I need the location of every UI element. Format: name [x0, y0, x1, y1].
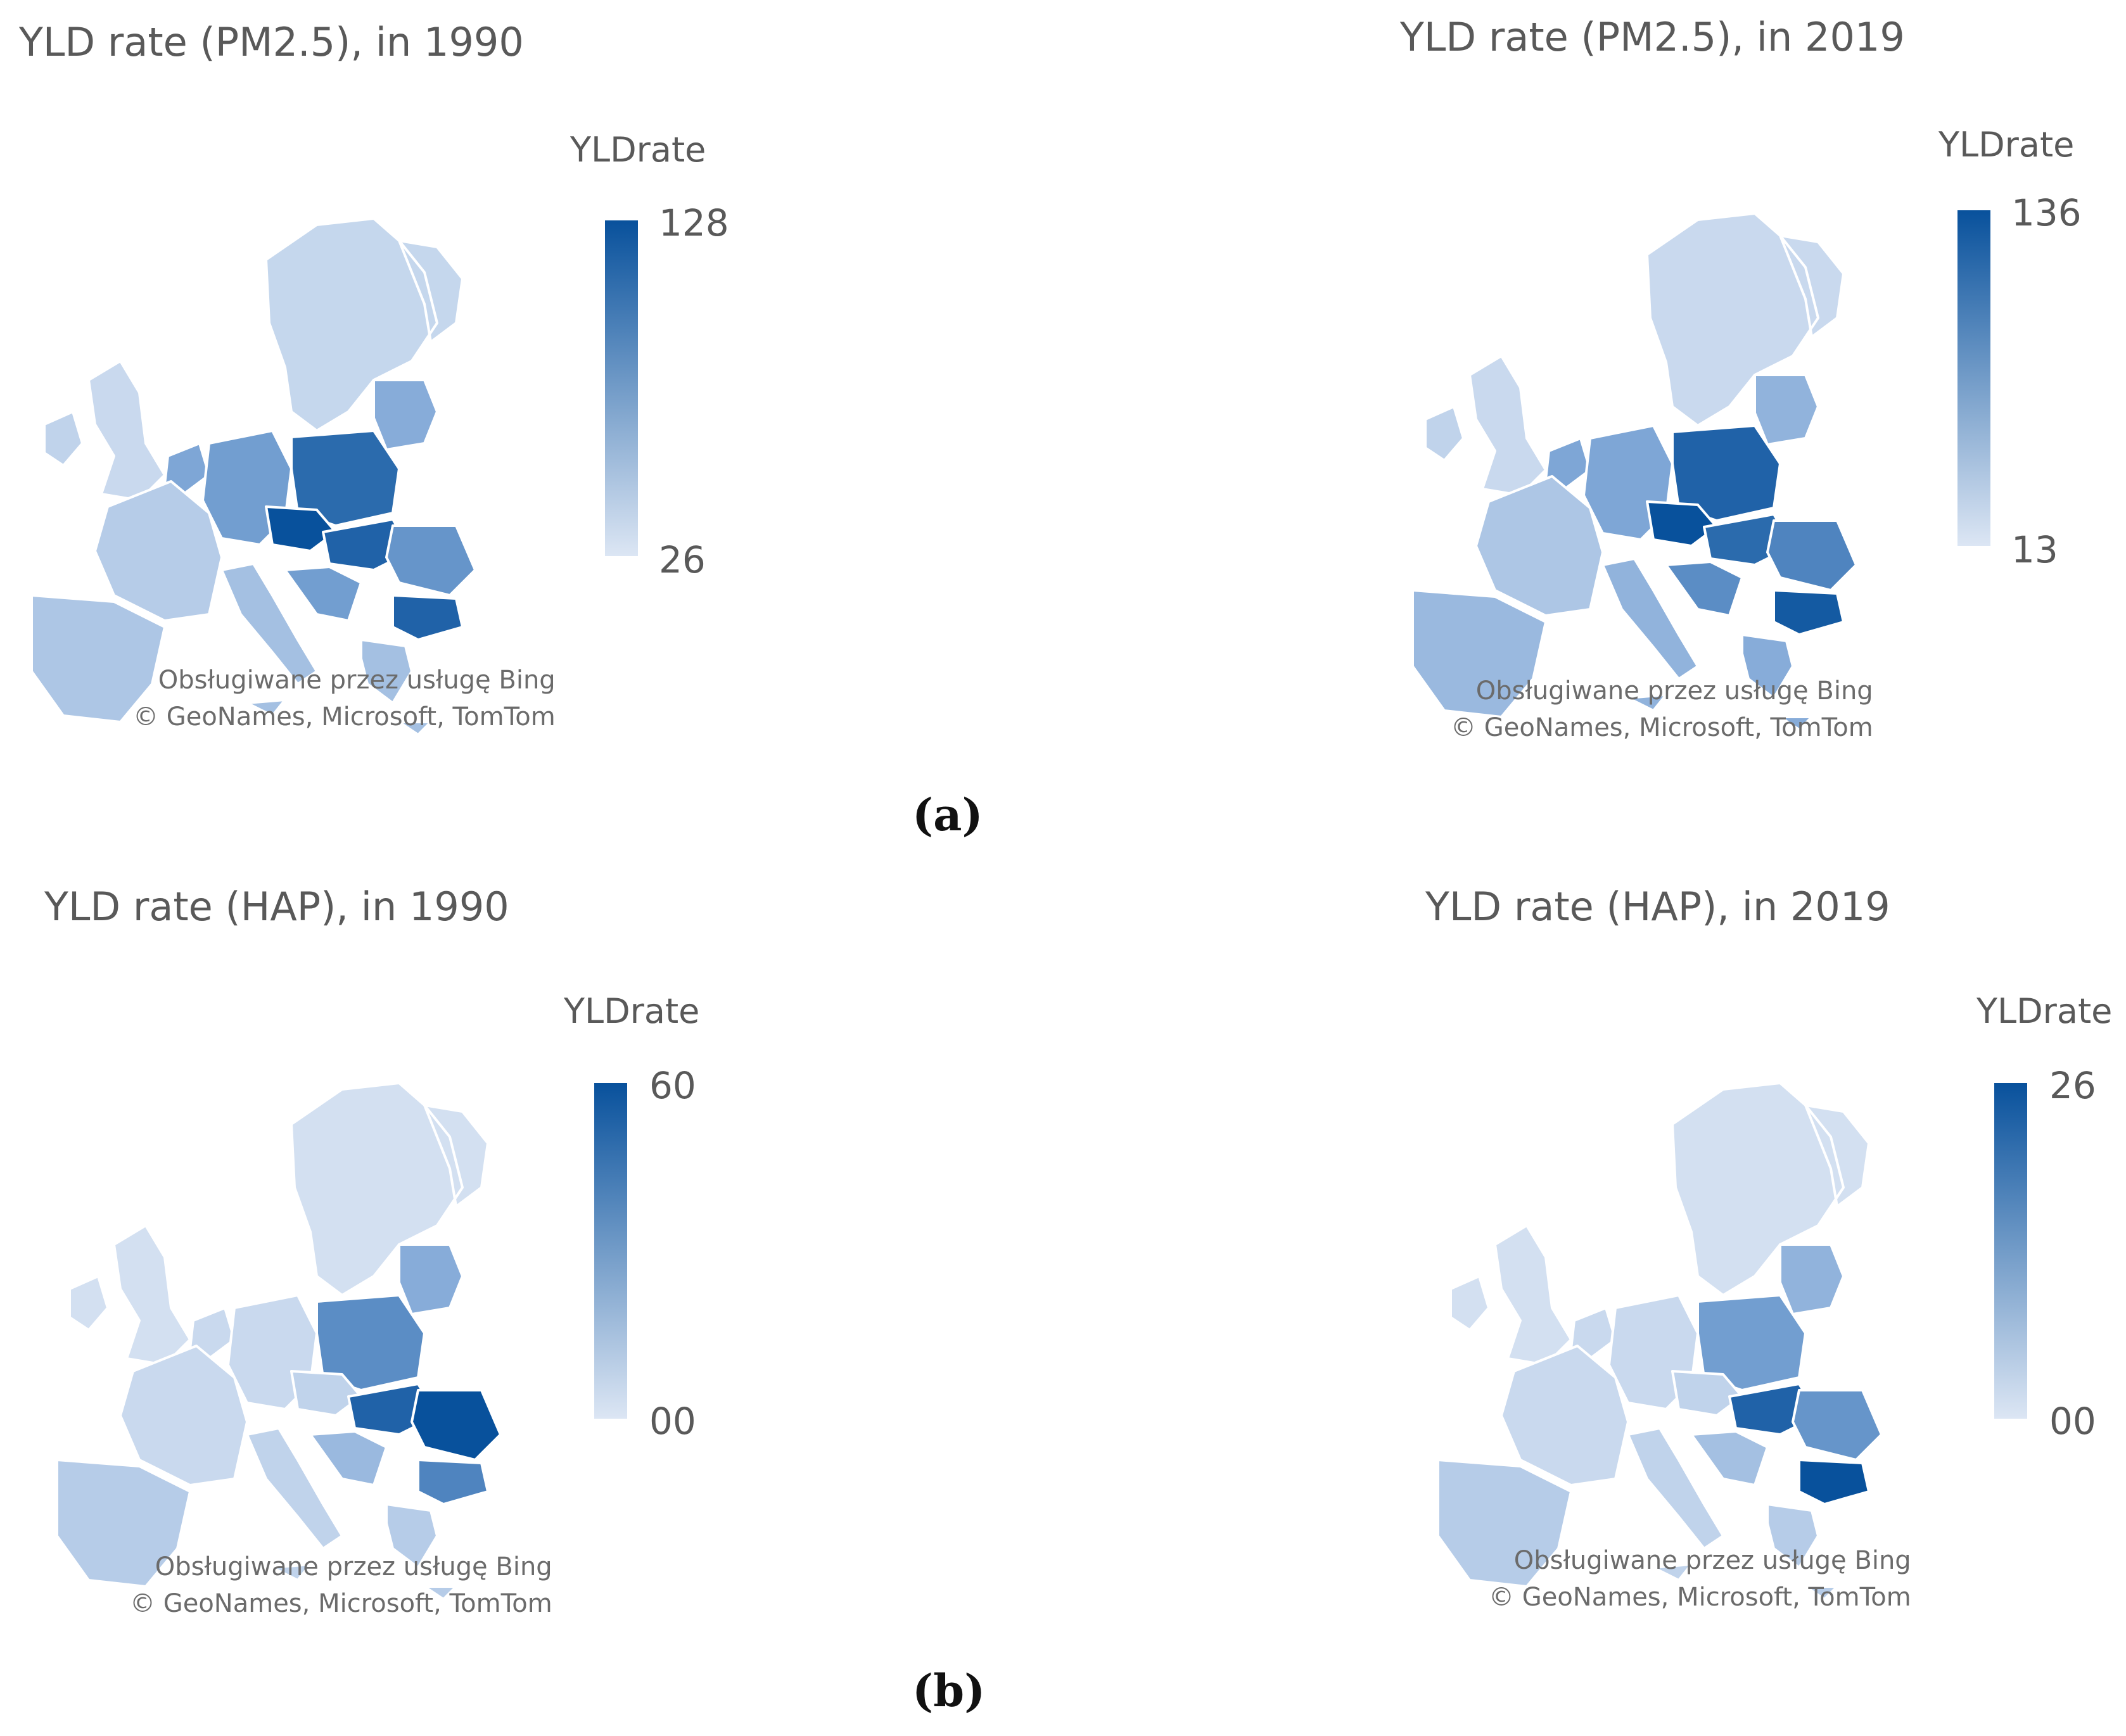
legend-title: YLDrate	[1938, 125, 2075, 165]
sublabel-b: (b)	[912, 1664, 986, 1717]
region-bulgaria	[417, 1459, 489, 1505]
region-nordic	[290, 1082, 489, 1296]
choropleth-map	[1411, 212, 1857, 731]
attribution-line-2: © GeoNames, Microsoft, TomTom	[1489, 1583, 1911, 1612]
legend-max-value: 128	[659, 201, 729, 244]
legend-color-bar	[1957, 210, 1990, 546]
attribution-line-2: © GeoNames, Microsoft, TomTom	[130, 1589, 552, 1618]
region-nordic	[265, 217, 464, 432]
region-romania	[1792, 1389, 1883, 1461]
region-iberia	[30, 594, 166, 723]
map-attribution: Obsługiwane przez usługę Bing © GeoNames…	[133, 662, 556, 735]
region-bulgaria	[1773, 589, 1845, 636]
legend-title: YLDrate	[1976, 991, 2113, 1031]
map-title: YLD rate (PM2.5), in 1990	[19, 19, 524, 65]
region-uk	[1494, 1224, 1572, 1366]
region-ireland	[43, 410, 84, 467]
region-poland	[1671, 424, 1781, 522]
choropleth-map	[56, 1082, 502, 1600]
region-ireland	[1449, 1275, 1490, 1331]
legend-min-value: 13	[2011, 528, 2058, 571]
region-france	[1500, 1345, 1629, 1486]
region-bulgaria	[1798, 1459, 1870, 1505]
sublabel-a: (a)	[912, 789, 983, 841]
region-czechia	[290, 1370, 362, 1417]
attribution-line-1: Obsługiwane przez usługę Bing	[1513, 1546, 1911, 1575]
region-czechia	[1646, 500, 1718, 547]
legend-title: YLDrate	[564, 991, 700, 1031]
map-title: YLD rate (HAP), in 2019	[1425, 884, 1890, 930]
map-panel-pm25-1990: YLD rate (PM2.5), in 1990 YLDrate 128 26…	[19, 19, 779, 747]
map-panel-hap-1990: YLD rate (HAP), in 1990 YLDrate 60 00 Ob…	[44, 884, 805, 1618]
legend-max-value: 26	[2049, 1064, 2096, 1107]
legend-color-bar	[594, 1083, 627, 1419]
region-balkans	[284, 566, 362, 622]
region-greece	[1766, 1503, 1838, 1600]
region-benelux	[189, 1307, 236, 1360]
region-france	[94, 480, 223, 622]
region-bulgaria	[391, 594, 464, 641]
map-panel-hap-2019: YLD rate (HAP), in 2019 YLDrate 26 00 Ob…	[1425, 884, 2126, 1612]
map-attribution: Obsługiwane przez usługę Bing © GeoNames…	[130, 1549, 552, 1622]
region-italy	[1627, 1427, 1724, 1581]
region-czechia	[265, 505, 337, 552]
region-balkans	[1665, 561, 1743, 617]
region-baltic	[1779, 1243, 1845, 1315]
legend-color-bar	[605, 220, 638, 556]
region-nordic	[1646, 212, 1845, 427]
map-attribution: Obsługiwane przez usługę Bing © GeoNames…	[1451, 673, 1873, 746]
region-uk	[1468, 355, 1547, 497]
region-italy	[246, 1427, 343, 1581]
legend-max-value: 60	[649, 1064, 696, 1107]
region-poland	[290, 429, 400, 527]
region-greece	[385, 1503, 457, 1600]
region-baltic	[372, 379, 438, 451]
region-czechia	[1671, 1370, 1743, 1417]
region-france	[119, 1345, 248, 1486]
region-nordic	[1671, 1082, 1870, 1296]
region-ireland	[1424, 405, 1465, 462]
region-france	[1475, 475, 1604, 617]
map-title: YLD rate (HAP), in 1990	[44, 884, 509, 930]
legend-color-bar	[1994, 1083, 2027, 1419]
region-iberia	[1411, 589, 1547, 718]
legend-min-value: 00	[2049, 1400, 2096, 1443]
map-attribution: Obsługiwane przez usługę Bing © GeoNames…	[1489, 1542, 1911, 1616]
region-benelux	[1544, 437, 1591, 490]
legend-min-value: 00	[649, 1400, 696, 1443]
region-benelux	[163, 442, 210, 495]
region-italy	[1601, 557, 1699, 712]
region-iberia	[56, 1459, 191, 1588]
map-title: YLD rate (PM2.5), in 2019	[1400, 14, 1905, 60]
choropleth-map	[1437, 1082, 1883, 1600]
region-ireland	[68, 1275, 109, 1331]
region-greece	[1741, 633, 1813, 731]
choropleth-map	[30, 217, 476, 736]
region-romania	[385, 524, 476, 597]
region-poland	[315, 1294, 426, 1391]
region-italy	[220, 562, 318, 717]
region-benelux	[1570, 1307, 1617, 1360]
region-romania	[411, 1389, 502, 1461]
attribution-line-1: Obsługiwane przez usługę Bing	[158, 666, 556, 695]
region-romania	[1766, 519, 1857, 592]
region-iberia	[1437, 1459, 1572, 1588]
region-uk	[113, 1224, 191, 1366]
region-baltic	[1754, 374, 1819, 446]
attribution-line-1: Obsługiwane przez usługę Bing	[1475, 676, 1873, 706]
legend-max-value: 136	[2011, 191, 2082, 234]
region-balkans	[1690, 1430, 1769, 1486]
attribution-line-1: Obsługiwane przez usługę Bing	[155, 1552, 552, 1581]
map-panel-pm25-2019: YLD rate (PM2.5), in 2019 YLDrate 136 13…	[1400, 14, 2126, 742]
region-balkans	[309, 1430, 388, 1486]
region-uk	[87, 360, 166, 502]
region-poland	[1696, 1294, 1807, 1391]
attribution-line-2: © GeoNames, Microsoft, TomTom	[1451, 713, 1873, 742]
legend-title: YLDrate	[570, 130, 706, 170]
region-baltic	[398, 1243, 464, 1315]
legend-min-value: 26	[659, 538, 706, 581]
attribution-line-2: © GeoNames, Microsoft, TomTom	[133, 702, 556, 732]
region-greece	[360, 638, 432, 736]
